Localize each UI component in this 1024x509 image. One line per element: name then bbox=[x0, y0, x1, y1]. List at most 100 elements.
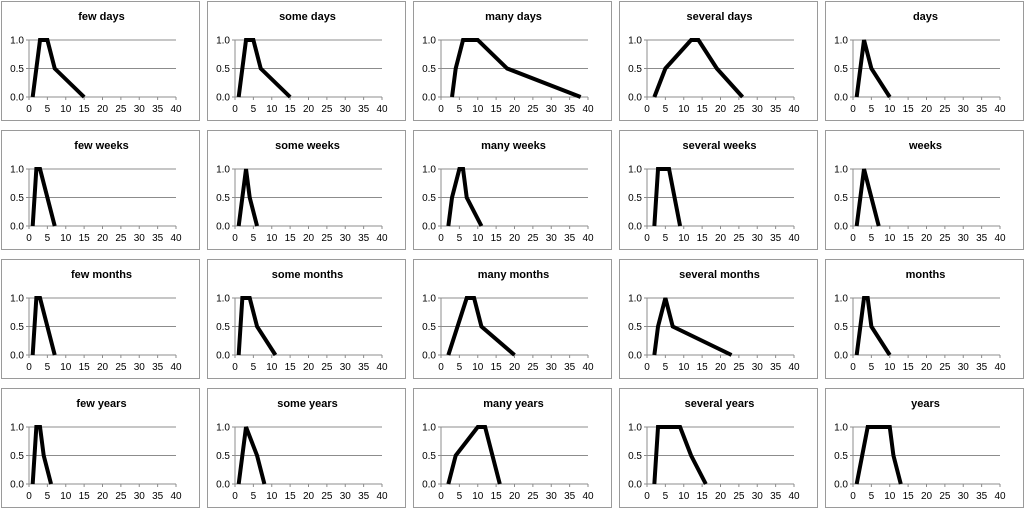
y-tick-label: 1.0 bbox=[216, 165, 230, 176]
x-tick-label: 40 bbox=[170, 362, 182, 373]
x-tick-label: 0 bbox=[232, 491, 238, 502]
x-tick-label: 5 bbox=[869, 104, 875, 115]
y-tick-label: 0.0 bbox=[834, 93, 848, 104]
y-tick-label: 0.0 bbox=[216, 480, 230, 491]
chart-svg: months 0.0 0.5 1.0 0 5 10 15 20 25 30 35 40 bbox=[834, 269, 1006, 373]
chart-title: some months bbox=[272, 269, 344, 281]
x-tick-label: 15 bbox=[79, 233, 91, 244]
series-line bbox=[450, 38, 582, 99]
x-tick-label: 5 bbox=[251, 104, 257, 115]
x-tick-label: 15 bbox=[903, 362, 915, 373]
chart-title: years bbox=[911, 398, 940, 410]
y-tick-label: 0.0 bbox=[422, 351, 436, 362]
x-tick-label: 10 bbox=[884, 233, 896, 244]
y-tick-label: 1.0 bbox=[10, 294, 24, 305]
chart-svg: some days 0.0 0.5 1.0 0 5 10 15 20 25 30 35 40 bbox=[216, 11, 388, 115]
x-tick-label: 0 bbox=[850, 233, 856, 244]
x-tick-label: 25 bbox=[939, 491, 951, 502]
chart-title: some years bbox=[277, 398, 338, 410]
y-tick-label: 0.5 bbox=[216, 193, 230, 204]
x-tick-label: 35 bbox=[152, 362, 164, 373]
x-tick-label: 20 bbox=[509, 104, 521, 115]
x-tick-label: 40 bbox=[994, 104, 1006, 115]
y-tick-label: 0.0 bbox=[834, 351, 848, 362]
y-tick-label: 1.0 bbox=[10, 36, 24, 47]
x-tick-label: 20 bbox=[509, 491, 521, 502]
x-tick-label: 25 bbox=[321, 491, 333, 502]
chart-svg: some years 0.0 0.5 1.0 0 5 10 15 20 25 30 35 40 bbox=[216, 398, 388, 502]
y-tick-label: 1.0 bbox=[628, 423, 642, 434]
chart-svg: some months 0.0 0.5 1.0 0 5 10 15 20 25 30 35 40 bbox=[216, 269, 388, 373]
y-tick-label: 1.0 bbox=[834, 294, 848, 305]
x-tick-label: 25 bbox=[733, 233, 745, 244]
chart-title: some days bbox=[279, 11, 336, 23]
x-tick-label: 35 bbox=[152, 233, 164, 244]
x-tick-label: 0 bbox=[438, 362, 444, 373]
x-tick-label: 35 bbox=[976, 233, 988, 244]
y-tick-label: 0.5 bbox=[10, 64, 24, 75]
chart-panel: many years 0.0 0.5 1.0 0 5 10 15 20 25 30 35 40 bbox=[413, 388, 612, 508]
x-tick-label: 20 bbox=[921, 362, 933, 373]
chart-svg: few weeks 0.0 0.5 1.0 0 5 10 15 20 25 30 35 40 bbox=[10, 140, 182, 244]
chart-title: weeks bbox=[908, 140, 942, 152]
y-tick-label: 1.0 bbox=[216, 423, 230, 434]
x-tick-label: 25 bbox=[733, 362, 745, 373]
x-tick-label: 15 bbox=[79, 362, 91, 373]
y-tick-label: 0.5 bbox=[216, 64, 230, 75]
series-line bbox=[236, 168, 259, 227]
x-tick-label: 10 bbox=[472, 233, 484, 244]
x-tick-label: 30 bbox=[134, 362, 146, 373]
x-tick-label: 40 bbox=[376, 491, 388, 502]
x-tick-label: 15 bbox=[79, 491, 91, 502]
x-tick-label: 30 bbox=[340, 491, 352, 502]
x-tick-label: 0 bbox=[232, 233, 238, 244]
x-tick-label: 5 bbox=[457, 491, 463, 502]
x-tick-label: 10 bbox=[678, 104, 690, 115]
x-tick-label: 0 bbox=[438, 491, 444, 502]
x-tick-label: 25 bbox=[939, 233, 951, 244]
x-tick-label: 35 bbox=[770, 491, 782, 502]
chart-title: many years bbox=[483, 398, 544, 410]
x-tick-label: 0 bbox=[232, 104, 238, 115]
chart-panel: some weeks 0.0 0.5 1.0 0 5 10 15 20 25 30 35 40 bbox=[207, 130, 406, 250]
x-tick-label: 15 bbox=[285, 104, 297, 115]
x-tick-label: 40 bbox=[788, 362, 800, 373]
x-tick-label: 25 bbox=[115, 491, 127, 502]
x-tick-label: 5 bbox=[869, 362, 875, 373]
y-tick-label: 0.5 bbox=[422, 64, 436, 75]
x-tick-label: 40 bbox=[170, 104, 182, 115]
x-tick-label: 20 bbox=[303, 491, 315, 502]
series-line bbox=[446, 296, 516, 357]
x-tick-label: 0 bbox=[26, 362, 32, 373]
y-tick-label: 0.5 bbox=[628, 64, 642, 75]
chart-svg: several weeks 0.0 0.5 1.0 0 5 10 15 20 25 30 35 40 bbox=[628, 140, 800, 244]
x-tick-label: 15 bbox=[697, 362, 709, 373]
chart-title: many months bbox=[478, 269, 550, 281]
x-tick-label: 10 bbox=[884, 104, 896, 115]
x-tick-label: 30 bbox=[752, 362, 764, 373]
x-tick-label: 25 bbox=[321, 233, 333, 244]
x-tick-label: 20 bbox=[715, 362, 727, 373]
x-tick-label: 0 bbox=[644, 491, 650, 502]
chart-panel: weeks 0.0 0.5 1.0 0 5 10 15 20 25 30 35 40 bbox=[825, 130, 1024, 250]
y-tick-label: 1.0 bbox=[10, 165, 24, 176]
x-tick-label: 15 bbox=[79, 104, 91, 115]
x-tick-label: 35 bbox=[358, 233, 370, 244]
x-tick-label: 35 bbox=[976, 362, 988, 373]
x-tick-label: 30 bbox=[958, 362, 970, 373]
y-tick-label: 1.0 bbox=[834, 165, 848, 176]
y-tick-label: 0.5 bbox=[422, 322, 436, 333]
x-tick-label: 25 bbox=[733, 491, 745, 502]
x-tick-label: 25 bbox=[733, 104, 745, 115]
x-tick-label: 15 bbox=[903, 233, 915, 244]
x-tick-label: 5 bbox=[45, 233, 51, 244]
y-tick-label: 0.0 bbox=[422, 93, 436, 104]
x-tick-label: 25 bbox=[115, 362, 127, 373]
series-line bbox=[854, 425, 903, 485]
chart-panel: few years 0.0 0.5 1.0 0 5 10 15 20 25 30 35 40 bbox=[1, 388, 200, 508]
chart-svg: several days 0.0 0.5 1.0 0 5 10 15 20 25 30 35 40 bbox=[628, 11, 800, 115]
chart-svg: many months 0.0 0.5 1.0 0 5 10 15 20 25 30 35 40 bbox=[422, 269, 594, 373]
x-tick-label: 10 bbox=[472, 362, 484, 373]
chart-title: several weeks bbox=[682, 140, 756, 152]
